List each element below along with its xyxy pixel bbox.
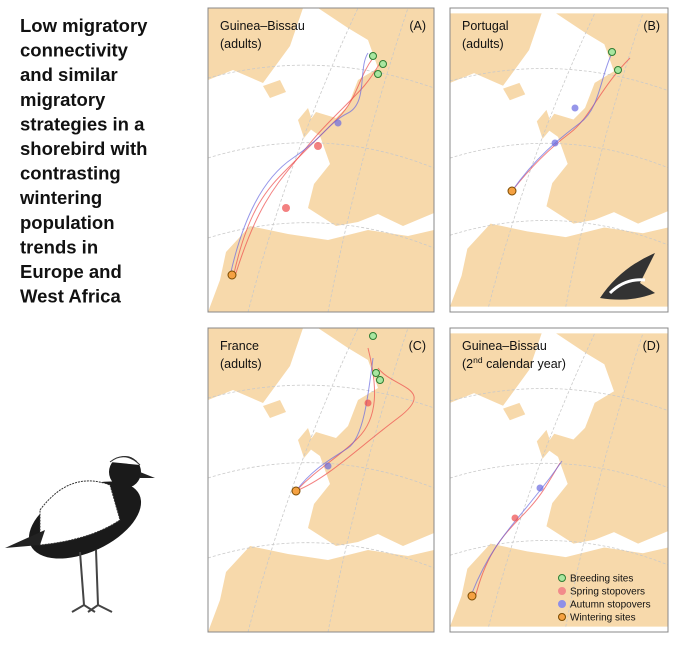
legend-marker <box>558 613 566 621</box>
group-part: (2 <box>462 357 473 371</box>
group-part: calendar year) <box>483 357 566 371</box>
panel-label: (A) <box>409 19 426 33</box>
legend-label: Wintering sites <box>570 613 636 624</box>
legend-label: Spring stopovers <box>570 587 645 598</box>
title-line: and similar <box>20 64 118 85</box>
panel-region: France <box>220 339 259 353</box>
legend-label: Autumn stopovers <box>570 600 651 611</box>
bird-illustration <box>5 456 155 613</box>
title-line: Europe and <box>20 261 122 282</box>
panel-label: (D) <box>643 339 660 353</box>
title: Low migratory connectivity and similar migr… <box>19 15 148 307</box>
legend-marker <box>558 587 566 595</box>
title-line: West Africa <box>20 286 121 307</box>
bird-sketch <box>600 253 655 300</box>
title-line: contrasting <box>20 163 121 184</box>
panel-c: France (C) (adults) <box>208 328 434 632</box>
panel-region: Portugal <box>462 19 509 33</box>
panel-label: (C) <box>409 339 426 353</box>
panel-a: Guinea–Bissau (A) (adults) <box>208 8 434 312</box>
title-line: shorebird with <box>20 138 147 159</box>
panel-region: Guinea–Bissau <box>462 339 547 353</box>
title-line: trends in <box>20 236 98 257</box>
panel-b: Portugal (B) (adults) <box>450 12 668 308</box>
panel-label: (B) <box>643 19 660 33</box>
panel-group: (2nd calendar year) <box>462 355 566 371</box>
title-line: wintering <box>19 187 102 208</box>
title-line: strategies in a <box>20 113 145 134</box>
legend-marker <box>558 574 566 582</box>
legend-label: Breeding sites <box>570 574 633 585</box>
panel-group: (adults) <box>220 37 262 51</box>
panel-group: (adults) <box>220 357 262 371</box>
panel-d: Guinea–Bissau (D) (2nd calendar year) <box>450 332 668 628</box>
title-line: connectivity <box>20 40 129 61</box>
legend: Breeding sites Spring stopovers Autumn sto… <box>558 574 651 624</box>
group-part: nd <box>473 355 483 365</box>
legend-marker <box>558 600 566 608</box>
frames <box>207 7 669 633</box>
panel-group: (adults) <box>462 37 504 51</box>
title-line: Low migratory <box>20 15 148 36</box>
title-line: population <box>20 212 115 233</box>
title-line: migratory <box>20 89 106 110</box>
panel-region: Guinea–Bissau <box>220 19 305 33</box>
